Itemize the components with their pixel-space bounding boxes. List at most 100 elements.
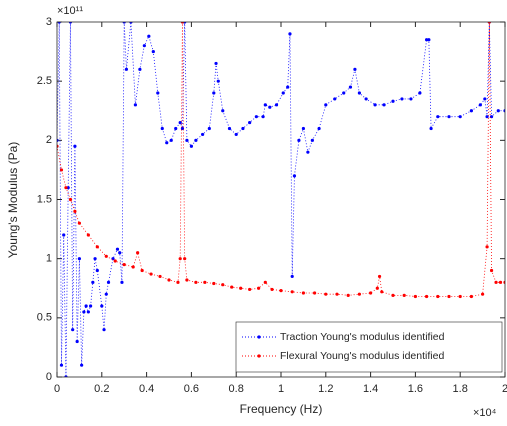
series-line [57,22,505,377]
point [133,103,137,107]
point [62,233,66,237]
x-tick-label: 0.2 [94,383,109,395]
point [75,339,79,344]
legend-label: Traction Young's modulus identified [280,331,445,343]
point [95,268,99,273]
point [498,280,503,284]
point [348,85,353,89]
point [281,91,285,95]
point [111,257,115,261]
point [71,328,75,332]
x-tick-label: 0.6 [184,383,199,395]
point [425,294,429,299]
point [427,38,431,42]
point [369,291,373,295]
point [485,115,489,119]
point [268,105,272,109]
point [64,186,68,190]
point [481,292,485,296]
x-tick-label: 2 [502,383,507,395]
x-tick-label: 1 [278,383,284,395]
x-tick-label: 0.4 [139,383,154,395]
point [178,257,182,261]
point [149,272,153,276]
y-tick-label: 2.5 [37,75,52,87]
point [68,197,73,202]
point [227,126,232,131]
point [120,280,124,284]
point [447,115,451,119]
point [380,290,384,294]
x-axis-label: Frequency (Hz) [240,402,323,416]
x-tick-label: 0 [54,383,60,395]
point [489,268,494,273]
point [124,67,129,71]
point [306,150,310,154]
y-tick-label: 0 [46,371,52,383]
point [80,363,84,367]
point [353,67,357,71]
point [169,138,173,142]
y-tick-label: 2 [46,134,52,146]
point [483,97,487,101]
x-tick-label: 1.4 [363,383,378,395]
point [436,115,440,119]
point [263,280,267,284]
point [102,328,106,332]
point [286,85,290,89]
point [73,209,77,213]
point [324,292,328,296]
axes-box [56,21,506,378]
point [261,115,265,119]
point [375,286,379,290]
point [469,294,473,299]
point [115,247,120,251]
point [346,293,350,297]
y-multiplier: ×10¹¹ [57,5,83,17]
point [140,268,144,273]
point [180,126,185,131]
y-tick-label: 1 [46,253,52,265]
point [86,233,90,237]
point [357,292,361,296]
point [216,79,220,83]
y-tick-label: 0.5 [37,312,52,324]
point [263,103,267,107]
point [436,294,440,299]
point [106,280,111,284]
point [342,91,346,95]
point [189,144,193,148]
point [59,168,64,172]
point [297,138,301,142]
point [239,286,243,290]
point [447,294,451,299]
point [221,109,225,113]
point [335,292,339,296]
x-tick-label: 1.8 [453,383,468,395]
point [183,257,187,261]
point [489,115,494,119]
x-tick-label: 0.8 [229,383,244,395]
point [203,280,207,284]
point [91,280,95,284]
point [84,304,88,308]
point [77,257,81,261]
point [178,120,182,125]
point [409,97,413,101]
point [221,283,225,287]
point [151,49,155,54]
point [165,141,169,145]
point [429,126,433,131]
point [324,103,328,107]
point [66,186,70,190]
y-tick-label: 3 [46,16,52,28]
point [95,245,99,249]
point [317,126,321,131]
legend-box [235,321,503,373]
point [174,126,178,131]
point [100,304,104,308]
point [469,109,473,113]
point [373,103,377,107]
point [89,304,93,308]
